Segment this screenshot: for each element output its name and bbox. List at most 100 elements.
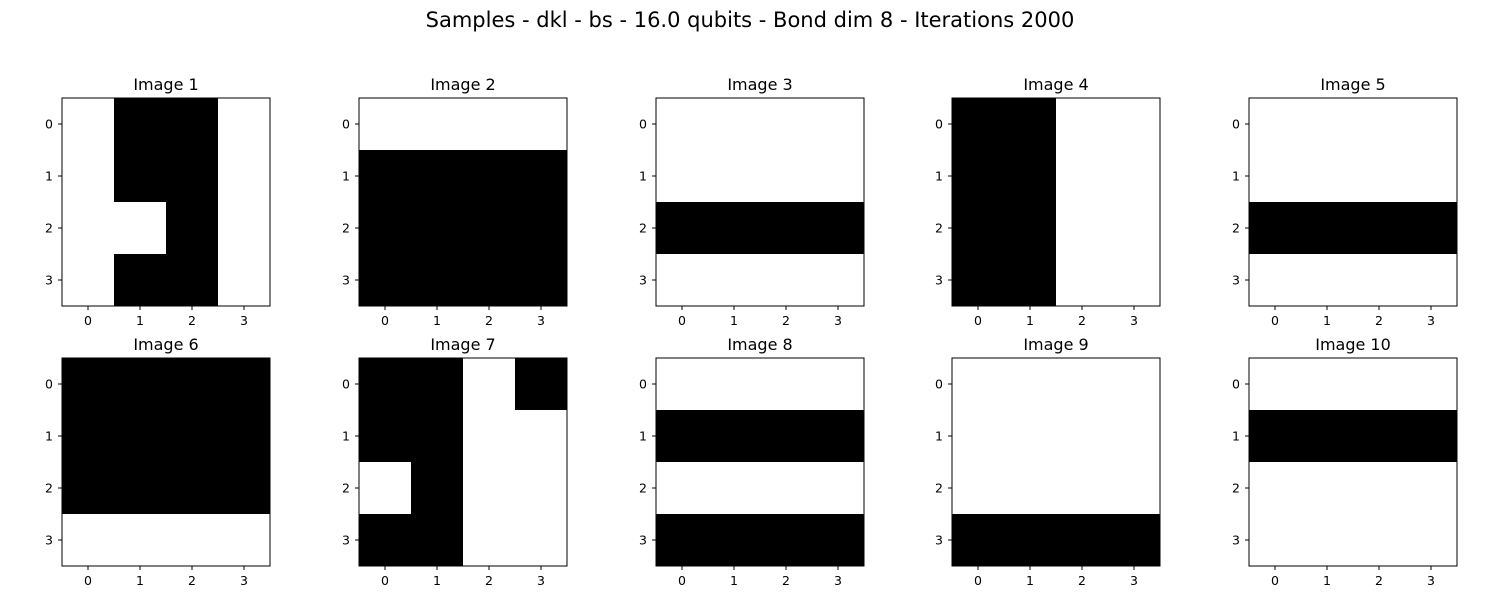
- panel: Image 7 0 1 2 3 0 1 2 3: [342, 335, 568, 588]
- heatmap-cell: [1301, 202, 1354, 255]
- x-tick-label: 2: [782, 573, 790, 588]
- heatmap-cell: [1056, 462, 1109, 515]
- heatmap-cell: [1405, 462, 1458, 515]
- y-tick-label: 1: [342, 169, 350, 184]
- heatmap-cell: [812, 98, 865, 151]
- heatmap-cell: [1056, 514, 1109, 567]
- heatmap-cell: [411, 410, 464, 463]
- heatmap-cell: [1108, 462, 1161, 515]
- heatmap-cell: [952, 202, 1005, 255]
- heatmap-cell: [812, 462, 865, 515]
- heatmap-cell: [1004, 410, 1057, 463]
- panel-frame: [655, 357, 865, 567]
- x-tick-label: 3: [1130, 573, 1138, 588]
- y-tick-label: 1: [1232, 429, 1240, 444]
- heatmap-cell: [656, 410, 709, 463]
- heatmap-cell: [812, 150, 865, 203]
- heatmap-cell: [515, 98, 568, 151]
- heatmap-cell: [218, 98, 271, 151]
- y-tick-label: 1: [45, 429, 53, 444]
- y-tick-label: 3: [45, 273, 53, 288]
- y-tick-label: 1: [45, 169, 53, 184]
- heatmap-cell: [411, 462, 464, 515]
- y-tick-label: 1: [935, 429, 943, 444]
- heatmap-cell: [812, 410, 865, 463]
- y-tick-label: 2: [45, 481, 53, 496]
- heatmap-cell: [218, 514, 271, 567]
- x-tick-label: 3: [537, 573, 545, 588]
- heatmap-cell: [760, 514, 813, 567]
- panel: Image 9 0 1 2 3 0 1 2 3: [935, 335, 1161, 588]
- panel-frame: [1248, 357, 1458, 567]
- heatmap-cell: [1353, 462, 1406, 515]
- heatmap-cell: [760, 202, 813, 255]
- heatmap-cell: [812, 254, 865, 307]
- y-tick-label: 1: [342, 429, 350, 444]
- heatmap-cell: [760, 358, 813, 411]
- heatmap-cell: [1056, 98, 1109, 151]
- heatmap-cell: [656, 254, 709, 307]
- heatmap-cell: [463, 150, 516, 203]
- panel: Image 4 0 1 2 3 0 1 2 3: [935, 75, 1161, 328]
- heatmap-cell: [1353, 150, 1406, 203]
- x-tick-label: 3: [240, 313, 248, 328]
- heatmap-cell: [62, 358, 115, 411]
- heatmap-cell: [812, 514, 865, 567]
- x-tick-label: 2: [1078, 573, 1086, 588]
- heatmap-cell: [1249, 462, 1302, 515]
- heatmap-cell: [166, 202, 219, 255]
- heatmap-cell: [812, 202, 865, 255]
- heatmap-cell: [515, 514, 568, 567]
- heatmap-cell: [656, 514, 709, 567]
- heatmap-cell: [1353, 410, 1406, 463]
- heatmap-cell: [1056, 202, 1109, 255]
- heatmap-cell: [411, 150, 464, 203]
- heatmap-cell: [1004, 98, 1057, 151]
- heatmap-cell: [952, 462, 1005, 515]
- heatmap-cell: [1108, 202, 1161, 255]
- heatmap-cell: [359, 98, 412, 151]
- heatmap-cell: [1249, 410, 1302, 463]
- heatmap-cell: [62, 254, 115, 307]
- y-tick-label: 3: [1232, 273, 1240, 288]
- heatmap-cell: [62, 202, 115, 255]
- y-tick-label: 2: [342, 221, 350, 236]
- heatmap-cell: [1108, 514, 1161, 567]
- heatmap-cell: [114, 514, 167, 567]
- y-tick-label: 0: [342, 117, 350, 132]
- y-tick-label: 2: [639, 221, 647, 236]
- heatmap-cell: [708, 514, 761, 567]
- heatmap-cell: [1301, 358, 1354, 411]
- heatmap-cell: [1301, 98, 1354, 151]
- heatmap-cell: [1004, 150, 1057, 203]
- heatmap-cell: [359, 358, 412, 411]
- heatmap-cell: [114, 410, 167, 463]
- heatmap-cell: [1249, 98, 1302, 151]
- heatmap-cell: [1249, 514, 1302, 567]
- heatmap-cell: [812, 358, 865, 411]
- y-tick-label: 3: [342, 533, 350, 548]
- heatmap-cell: [656, 202, 709, 255]
- x-tick-label: 0: [974, 573, 982, 588]
- x-tick-label: 0: [1271, 573, 1279, 588]
- y-tick-label: 0: [1232, 377, 1240, 392]
- heatmap-cell: [952, 254, 1005, 307]
- x-tick-label: 1: [1323, 313, 1331, 328]
- heatmap-cell: [1249, 202, 1302, 255]
- heatmap-cell: [166, 462, 219, 515]
- panel-title: Image 5: [1320, 75, 1385, 94]
- heatmap-cell: [656, 150, 709, 203]
- y-tick-label: 0: [639, 377, 647, 392]
- heatmap-cell: [1405, 202, 1458, 255]
- heatmap-cell: [1004, 254, 1057, 307]
- heatmap-cell: [62, 410, 115, 463]
- x-tick-label: 1: [730, 573, 738, 588]
- heatmap-cell: [1405, 98, 1458, 151]
- panel-title: Image 2: [430, 75, 495, 94]
- heatmap-cell: [463, 202, 516, 255]
- heatmap-cell: [218, 254, 271, 307]
- heatmap-cell: [411, 358, 464, 411]
- heatmap-cell: [1249, 150, 1302, 203]
- y-tick-label: 2: [639, 481, 647, 496]
